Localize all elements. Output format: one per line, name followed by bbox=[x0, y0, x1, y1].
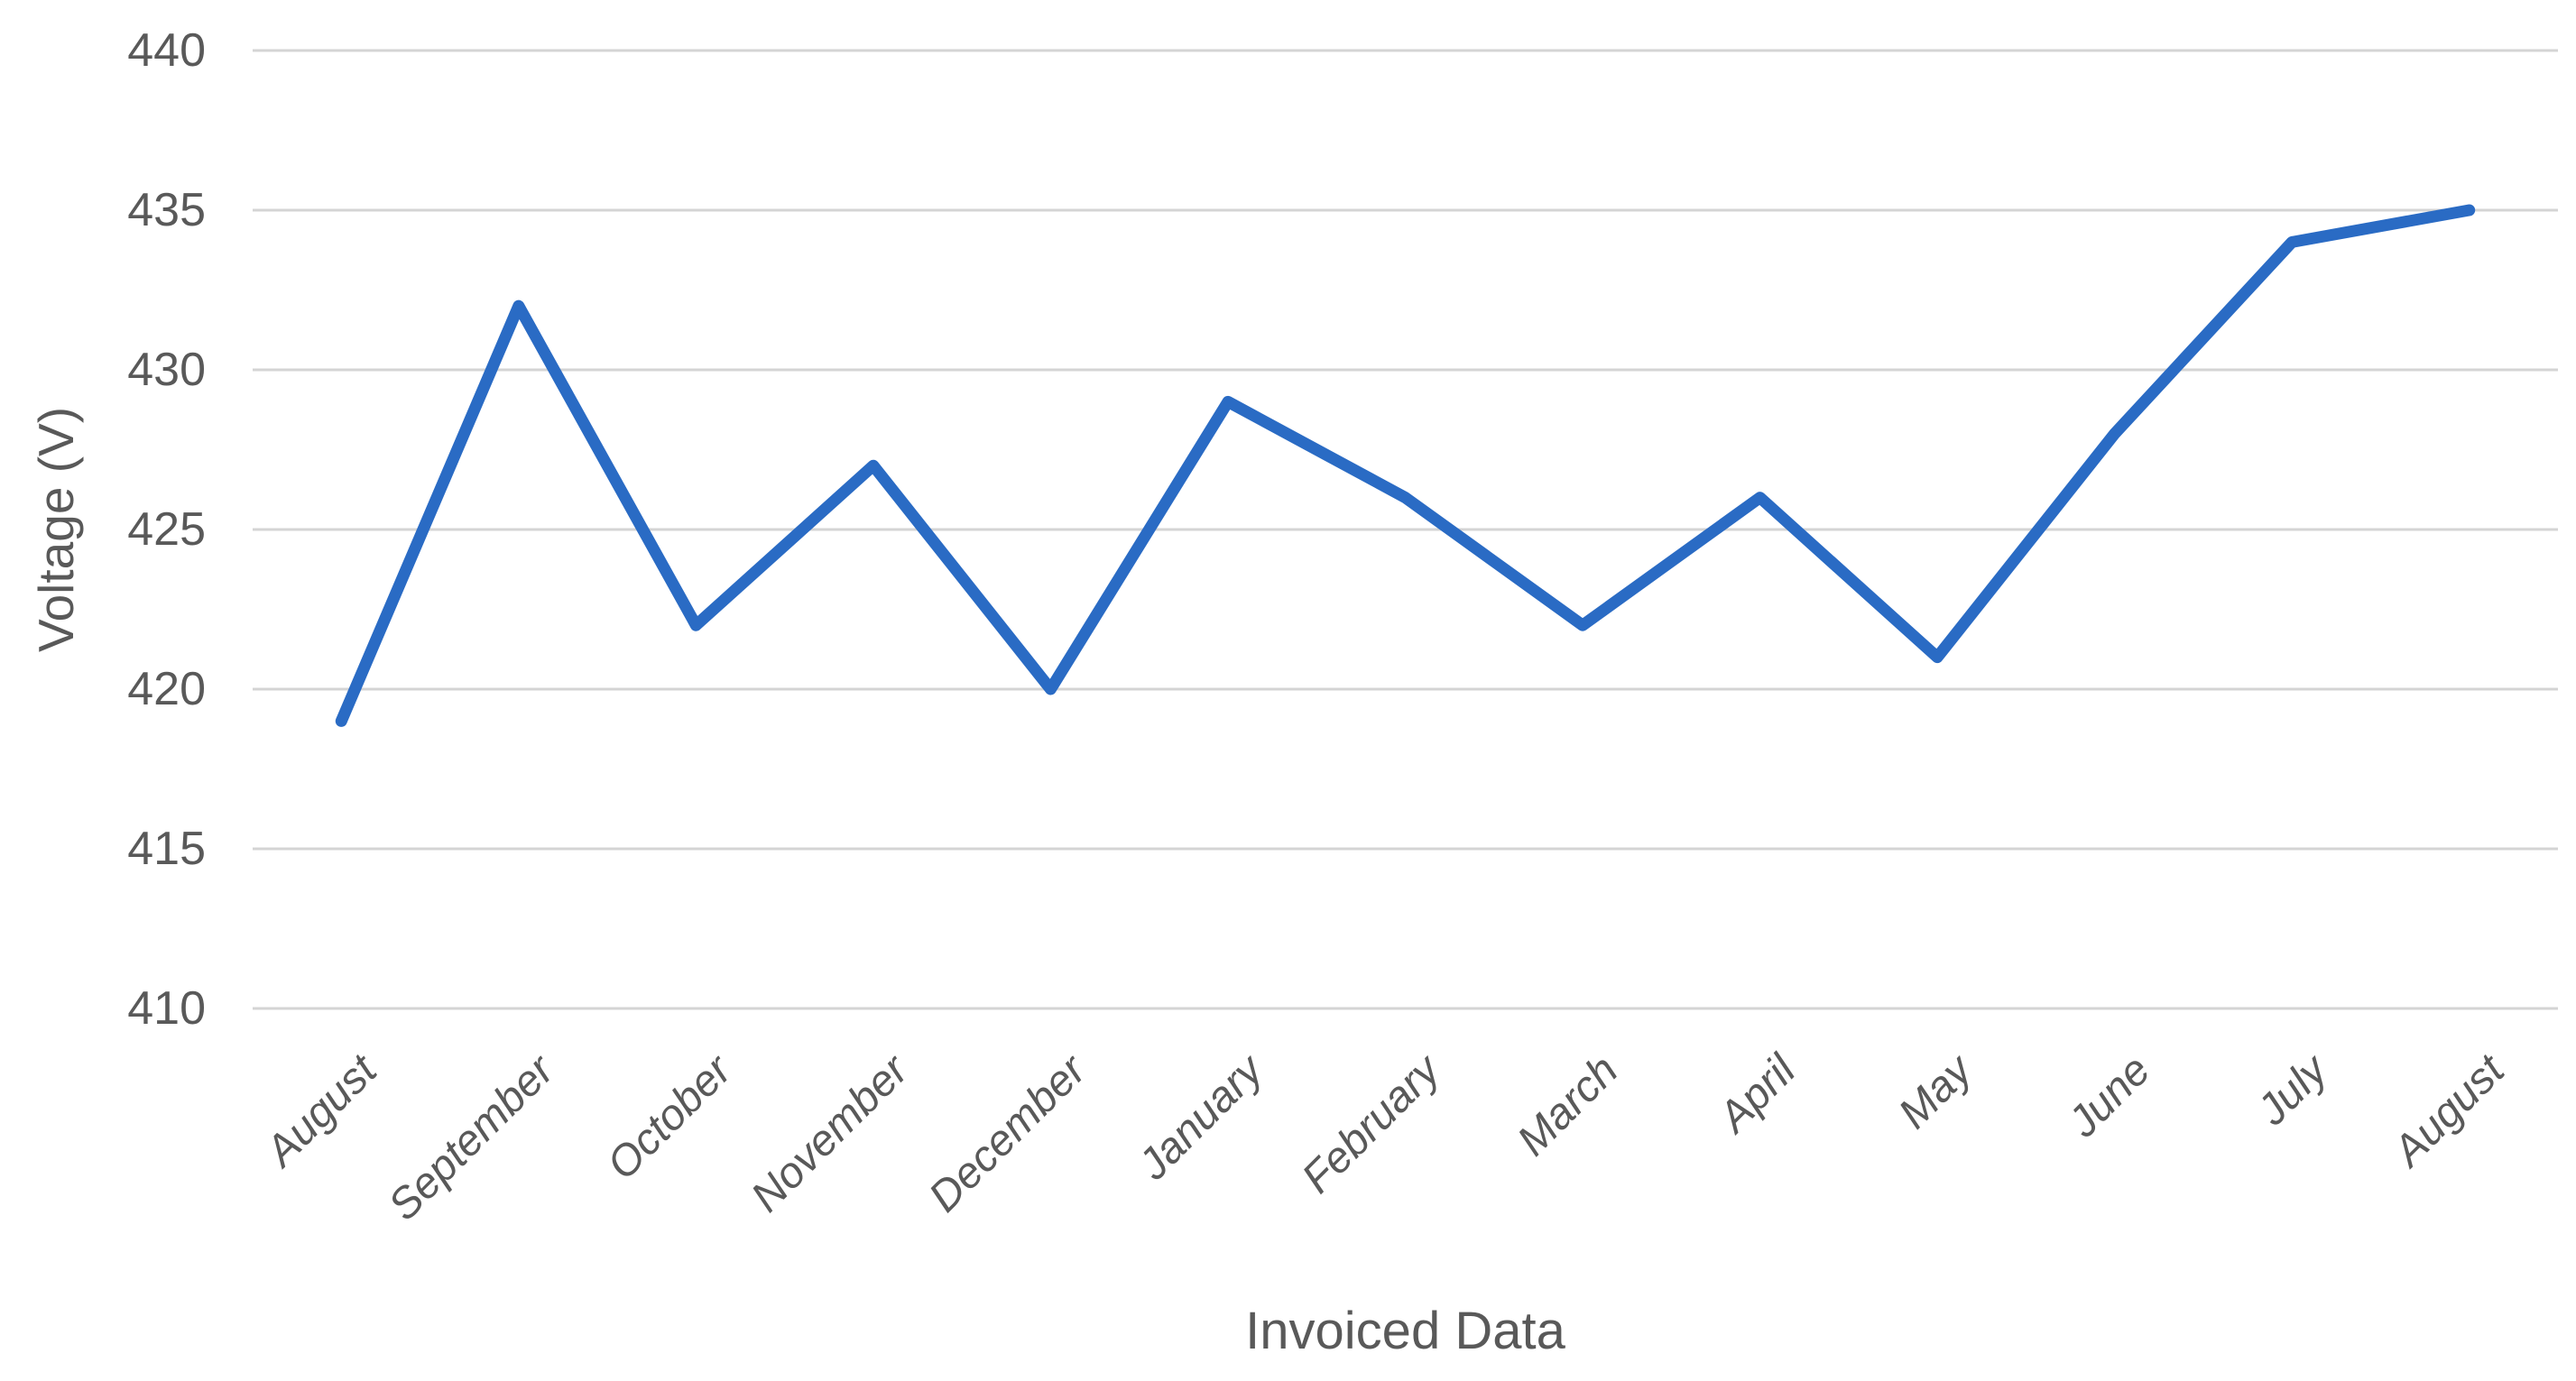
x-axis-title: Invoiced Data bbox=[1245, 1302, 1565, 1360]
y-axis-tick-label: 430 bbox=[127, 344, 206, 396]
y-axis-title: Voltage (V) bbox=[28, 406, 84, 653]
y-axis-tick-label: 425 bbox=[127, 503, 206, 556]
y-axis-tick-label: 415 bbox=[127, 823, 206, 875]
y-axis-tick-label: 440 bbox=[127, 24, 206, 77]
voltage-series-line bbox=[335, 204, 2476, 727]
y-axis-tick-label: 410 bbox=[127, 982, 206, 1035]
y-axis-tick-label: 420 bbox=[127, 663, 206, 715]
y-axis-tick-label: 435 bbox=[127, 184, 206, 236]
